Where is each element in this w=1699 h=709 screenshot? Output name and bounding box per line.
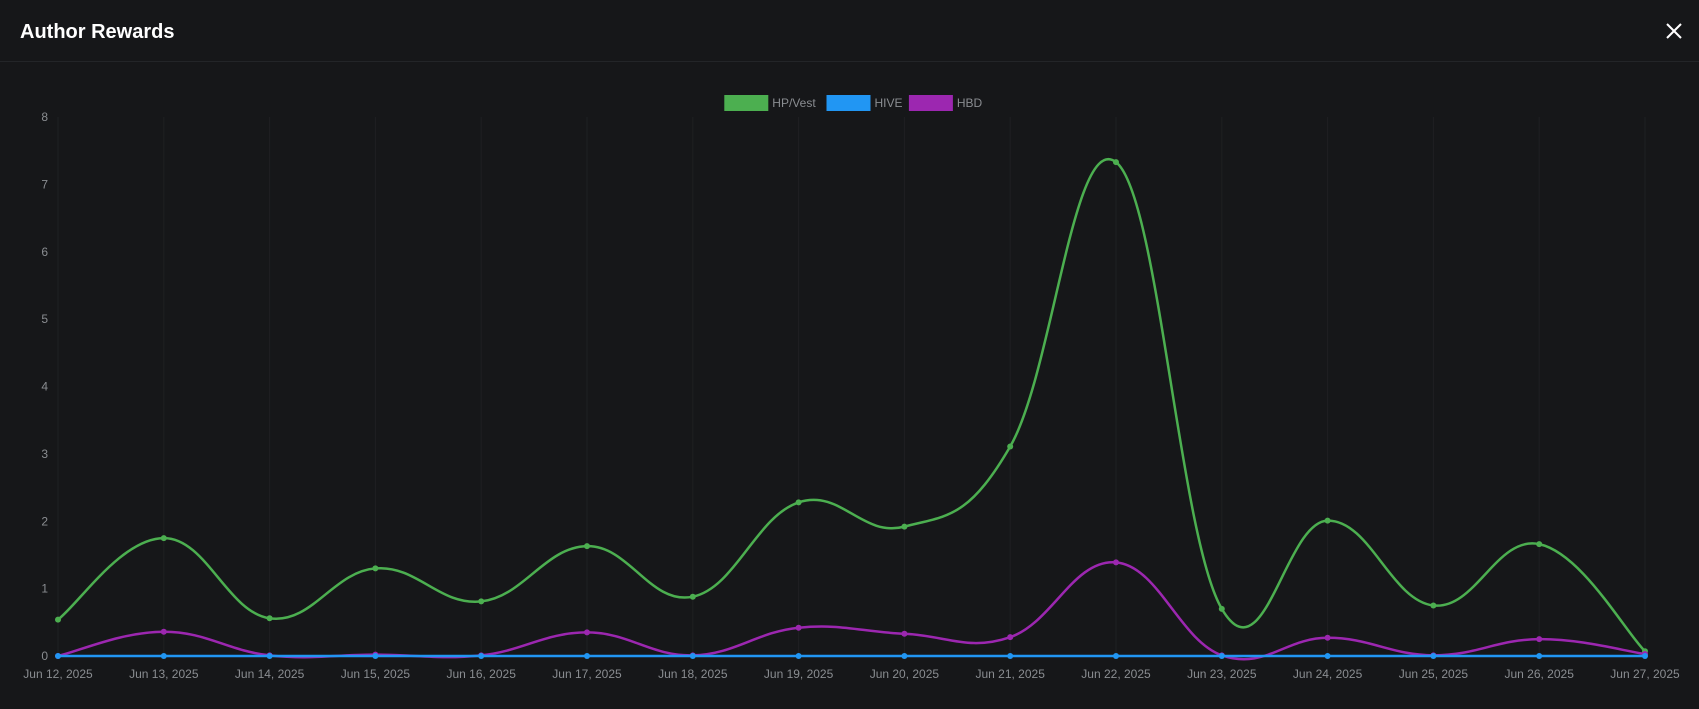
data-point-hp-vest[interactable] [266,615,273,622]
x-tick-label: Jun 13, 2025 [129,667,199,681]
x-tick-label: Jun 26, 2025 [1504,667,1574,681]
data-point-hive[interactable] [901,653,908,659]
data-point-hbd[interactable] [584,629,590,636]
series-line-hp-vest [57,158,1646,653]
legend-item-hp-vest[interactable]: HP/Vest [724,95,816,111]
x-tick-label: Jun 18, 2025 [658,667,728,681]
x-tick-label: Jun 21, 2025 [975,667,1045,681]
legend-label: HBD [957,96,983,110]
data-point-hbd[interactable] [1113,559,1119,566]
x-tick-label: Jun 14, 2025 [235,667,305,681]
y-tick-label: 3 [41,447,48,461]
data-point-hp-vest[interactable] [55,616,61,623]
y-tick-label: 2 [41,514,48,528]
x-tick-label: Jun 27, 2025 [1610,667,1680,681]
data-point-hp-vest[interactable] [1007,443,1014,450]
legend-item-hive[interactable]: HIVE [826,95,903,111]
modal-header: Author Rewards [0,0,1699,62]
modal-title: Author Rewards [20,21,175,43]
data-point-hive[interactable] [1218,653,1225,659]
data-point-hbd[interactable] [160,628,167,635]
y-tick-label: 6 [41,245,48,259]
data-point-hive[interactable] [584,653,590,659]
legend-swatch [826,95,871,111]
data-point-hive[interactable] [478,653,485,659]
data-point-hive[interactable] [1642,653,1648,659]
data-point-hp-vest[interactable] [795,499,802,506]
close-icon[interactable] [1663,20,1685,42]
legend-label: HP/Vest [772,96,816,110]
data-point-hive[interactable] [266,653,273,659]
data-point-hp-vest[interactable] [1324,517,1331,524]
grid-layer [57,117,1646,656]
y-tick-label: 1 [41,582,48,596]
data-point-hp-vest[interactable] [1218,605,1225,612]
data-point-hp-vest[interactable] [689,593,696,600]
data-point-hp-vest[interactable] [1113,159,1119,166]
legend-swatch [724,95,769,111]
axis-layer: 0 1 2 3 4 5 6 7 8 Jun 12, 2025 Jun 13, 2025 Jun 14,… [23,110,1680,681]
legend-swatch [908,95,953,111]
data-point-hbd[interactable] [1536,636,1543,643]
legend-item-hbd[interactable]: HBD [908,95,983,111]
data-point-hive[interactable] [1430,653,1437,659]
data-point-hive[interactable] [1324,653,1331,659]
data-point-hbd[interactable] [1324,634,1331,641]
data-point-hive[interactable] [1536,653,1543,659]
x-tick-label: Jun 25, 2025 [1399,667,1469,681]
data-point-hive[interactable] [372,653,379,659]
y-tick-label: 5 [41,312,48,326]
x-tick-label: Jun 17, 2025 [552,667,622,681]
data-point-hp-vest[interactable] [372,565,379,572]
data-point-hbd[interactable] [1007,634,1014,641]
x-tick-label: Jun 16, 2025 [446,667,516,681]
x-tick-label: Jun 23, 2025 [1187,667,1257,681]
data-point-hive[interactable] [55,653,61,659]
x-tick-label: Jun 15, 2025 [341,667,411,681]
x-tick-label: Jun 24, 2025 [1293,667,1363,681]
data-point-hive[interactable] [160,653,167,659]
data-point-hp-vest[interactable] [584,543,590,550]
y-tick-label: 0 [41,649,48,663]
data-point-hp-vest[interactable] [1536,541,1543,548]
data-point-hp-vest[interactable] [160,535,167,542]
data-point-hive[interactable] [795,653,802,659]
chart-legend: HP/Vest HIVE HBD [724,95,983,111]
y-tick-label: 4 [41,380,48,394]
x-tick-label: Jun 12, 2025 [23,667,93,681]
series-layer [55,158,1648,661]
data-point-hp-vest[interactable] [1430,602,1437,609]
legend-label: HIVE [875,96,903,110]
data-point-hp-vest[interactable] [901,523,908,530]
data-point-hbd[interactable] [795,624,802,631]
data-point-hive[interactable] [689,653,696,659]
author-rewards-chart: HP/Vest HIVE HBD 0 1 2 3 4 5 6 7 8 Jun 12, 2025 Jun … [23,95,1680,681]
data-point-hive[interactable] [1113,653,1119,659]
y-tick-label: 7 [41,177,48,191]
data-point-hbd[interactable] [901,630,908,637]
series-line-hbd [57,561,1646,661]
x-tick-label: Jun 20, 2025 [870,667,940,681]
x-tick-label: Jun 22, 2025 [1081,667,1151,681]
data-point-hive[interactable] [1007,653,1014,659]
x-tick-label: Jun 19, 2025 [764,667,834,681]
chart-area: HP/Vest HIVE HBD 0 1 2 3 4 5 6 7 8 Jun 12, 2025 Jun … [0,62,1699,709]
data-point-hp-vest[interactable] [478,598,485,605]
y-tick-label: 8 [41,110,48,124]
